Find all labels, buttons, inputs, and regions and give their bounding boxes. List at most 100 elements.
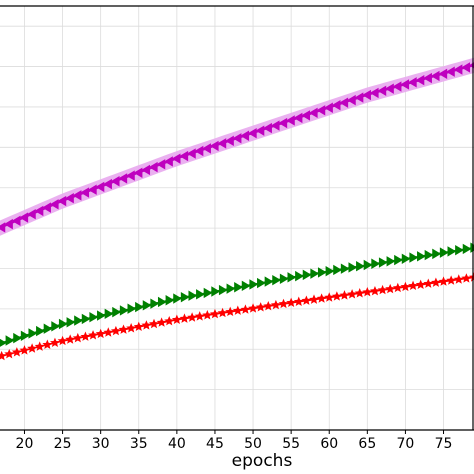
data-point: [65, 334, 76, 344]
data-point: [447, 246, 457, 257]
data-point: [133, 321, 144, 332]
x-tick-label: 75: [435, 436, 453, 452]
data-point: [415, 75, 425, 86]
data-point: [348, 262, 358, 273]
data-point: [202, 143, 211, 154]
data-point: [126, 323, 137, 333]
data-point: [240, 304, 251, 314]
data-point: [461, 62, 471, 73]
data-point: [408, 280, 418, 291]
data-point: [97, 310, 106, 321]
data-point: [57, 195, 67, 207]
data-point: [293, 296, 304, 306]
data-point: [295, 270, 304, 282]
data-point: [188, 290, 198, 301]
data-point: [196, 289, 205, 300]
data-point: [217, 307, 228, 318]
data-point: [324, 292, 335, 302]
data-point: [135, 301, 144, 313]
data-point: [272, 274, 282, 286]
data-point: [81, 313, 91, 325]
data-point: [240, 130, 250, 141]
series-1: [0, 242, 474, 347]
data-point: [278, 298, 289, 309]
data-point: [293, 112, 303, 124]
data-point: [28, 328, 38, 339]
data-point: [27, 343, 38, 353]
data-point: [209, 140, 219, 152]
data-point: [180, 291, 190, 303]
data-point: [241, 280, 251, 292]
x-tick-label: 20: [16, 436, 34, 452]
data-point: [194, 145, 204, 157]
data-point: [400, 79, 410, 90]
data-point: [232, 133, 242, 144]
data-point: [19, 345, 30, 355]
data-point: [118, 324, 129, 334]
data-point: [309, 294, 319, 304]
data-point: [133, 167, 143, 178]
data-point: [42, 339, 53, 349]
data-point: [270, 120, 280, 131]
data-point: [278, 117, 288, 129]
data-point: [203, 287, 213, 299]
data-point: [42, 202, 51, 213]
data-point: [445, 66, 455, 77]
x-tick-label: 40: [168, 436, 186, 452]
data-point: [66, 317, 76, 328]
data-point: [112, 306, 122, 318]
data-point: [331, 291, 342, 301]
data-point: [232, 305, 243, 315]
data-point: [19, 212, 29, 223]
data-point: [339, 97, 349, 108]
data-point: [400, 281, 411, 292]
data-point: [164, 156, 173, 167]
data-point: [285, 115, 295, 126]
data-point: [226, 283, 236, 294]
data-point: [95, 328, 106, 339]
data-point: [377, 284, 388, 295]
data-point: [339, 290, 350, 300]
data-point: [417, 251, 426, 262]
data-point: [370, 285, 380, 296]
data-point: [118, 173, 128, 184]
data-point: [316, 293, 327, 303]
data-point: [386, 256, 396, 267]
data-point: [225, 306, 236, 317]
data-point: [141, 320, 152, 330]
data-point: [103, 178, 112, 190]
data-point: [5, 335, 15, 346]
data-point: [432, 248, 442, 260]
data-point: [356, 261, 365, 272]
data-point: [392, 81, 402, 92]
data-point: [179, 313, 190, 323]
data-point: [187, 312, 198, 322]
data-point: [453, 274, 464, 284]
data-point: [257, 277, 266, 289]
data-point: [11, 347, 22, 357]
data-point: [363, 259, 373, 271]
data-point: [362, 287, 373, 297]
data-point: [409, 252, 419, 263]
data-point: [439, 247, 449, 258]
data-point: [156, 159, 166, 170]
x-tick-labels: 20 25 30 35 40 45 50 55 60 65 70 75: [16, 430, 453, 452]
x-tick-label: 25: [54, 436, 72, 452]
data-point: [218, 284, 228, 296]
data-point: [210, 308, 220, 319]
axes: [0, 5, 474, 431]
data-point: [430, 70, 440, 82]
series-line: [0, 64, 474, 229]
data-point: [430, 277, 441, 287]
data-point: [438, 68, 448, 80]
data-point: [74, 315, 84, 326]
data-point: [110, 325, 121, 336]
data-point: [286, 297, 297, 308]
data-point: [270, 299, 281, 310]
data-point: [308, 107, 318, 119]
data-point: [247, 128, 257, 139]
data-point: [142, 300, 152, 311]
data-point: [340, 263, 350, 274]
data-point: [36, 325, 45, 337]
